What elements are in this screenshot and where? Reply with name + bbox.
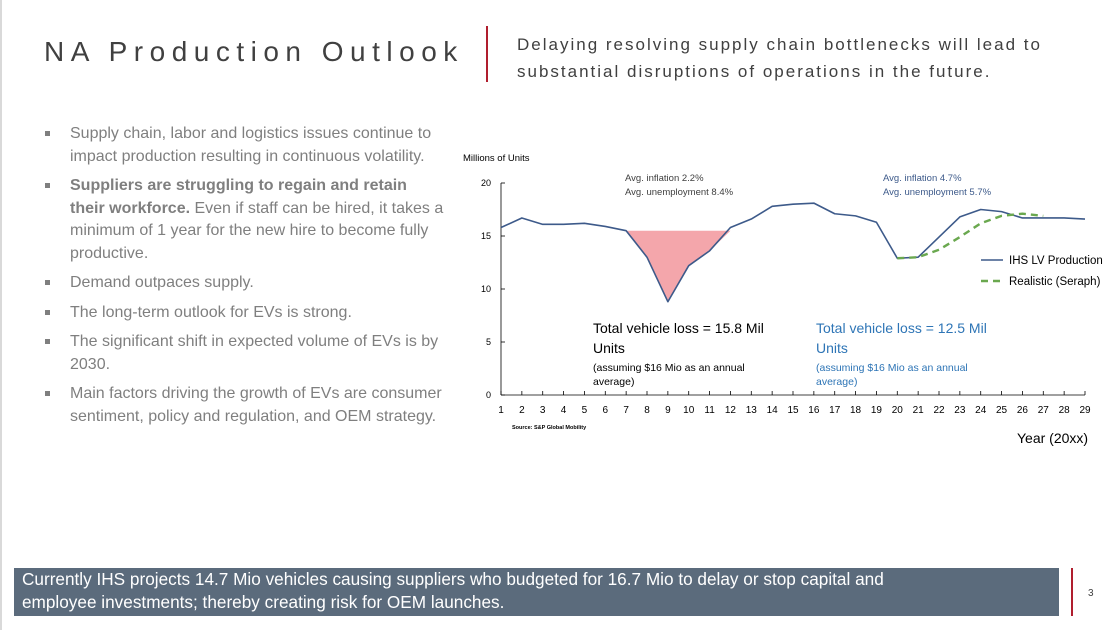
x-tick-label: 3 [540,405,546,416]
footer-line-1: Currently IHS projects 14.7 Mio vehicles… [22,569,884,589]
y-tick-label: 5 [486,337,491,347]
bullet-text: Demand outpaces supply. [70,274,254,291]
bullet-item: Suppliers are struggling to regain and r… [44,175,444,265]
x-tick-label: 27 [1038,405,1050,416]
bullet-square-icon [45,309,50,315]
bullet-text: Main factors driving the growth of EVs a… [70,385,442,425]
x-tick-label: 4 [561,405,567,416]
footer-line-2: employee investments; thereby creating r… [22,592,505,612]
bullet-item: The significant shift in expected volume… [44,331,444,376]
vehicle-loss-note: average) [816,376,857,388]
x-tick-label: 29 [1079,405,1091,416]
bullet-item: The long-term outlook for EVs is strong. [44,302,444,325]
bullet-square-icon [45,280,50,285]
y-tick-label: 20 [481,178,491,188]
bullet-item: Demand outpaces supply. [44,272,444,295]
bullet-square-icon [45,339,50,344]
x-tick-label: 21 [913,405,925,416]
x-tick-label: 28 [1059,405,1071,416]
x-tick-label: 2 [519,405,525,416]
x-tick-label: 24 [975,405,987,416]
ihs-production-line [500,202,1086,303]
x-tick-label: 20 [892,405,904,416]
x-tick-label: 23 [954,405,966,416]
bullet-item: Main factors driving the growth of EVs a… [44,383,444,428]
x-tick-label: 1 [498,405,504,416]
legend-label: Realistic (Seraph) [1009,276,1101,288]
bullet-square-icon [45,391,50,396]
x-tick-label: 9 [665,405,671,416]
x-tick-label: 5 [582,405,588,416]
x-tick-label: 16 [808,405,820,416]
bullet-text: Supply chain, labor and logistics issues… [70,125,432,165]
footer-callout: Currently IHS projects 14.7 Mio vehicles… [14,568,1059,616]
legend-label: IHS LV Production [1009,255,1103,267]
realistic-seraph-line [897,212,1044,260]
bullet-text: The long-term outlook for EVs is strong. [70,303,352,321]
bullet-bold-text: Suppliers are struggling to regain and r… [70,177,407,217]
vehicle-loss-annotation: Total vehicle loss = 12.5 Mil [816,320,987,336]
bullet-text: Even if staff can be hired, it takes a m… [70,199,444,262]
x-tick-label: 15 [787,405,799,416]
x-tick-label: 11 [704,405,715,416]
x-tick-label: 17 [829,405,841,416]
vehicle-loss-area [626,230,731,302]
inflation-annotation: Avg. unemployment 8.4% [625,187,734,198]
title-divider [486,26,488,82]
inflation-annotation: Avg. inflation 4.7% [883,173,962,184]
vehicle-loss-annotation: Units [816,340,848,356]
x-tick-label: 14 [767,405,779,416]
bullet-square-icon [45,183,50,188]
footer-divider [1071,568,1073,616]
x-tick-label: 13 [746,405,758,416]
vehicle-loss-note: (assuming $16 Mio as an annual [593,362,745,374]
slide-left-edge [0,0,2,630]
x-tick-label: 10 [683,405,695,416]
x-tick-label: 25 [996,405,1008,416]
vehicle-loss-annotation: Total vehicle loss = 15.8 Mil [593,320,764,336]
y-tick-label: 10 [481,284,491,294]
x-tick-label: 7 [623,405,629,416]
vehicle-loss-annotation: Units [593,340,625,356]
slide-subtitle: Delaying resolving supply chain bottlene… [517,35,1042,81]
chart-source: Source: S&P Global Mobility [512,425,587,431]
x-tick-label: 6 [603,405,609,416]
x-axis-label: Year (20xx) [1017,430,1088,446]
x-tick-label: 12 [725,405,737,416]
bullet-list: Supply chain, labor and logistics issues… [44,123,444,435]
inflation-annotation: Avg. inflation 2.2% [625,173,704,184]
bullet-item: Supply chain, labor and logistics issues… [44,123,444,168]
y-axis-label: Millions of Units [463,153,530,164]
y-tick-label: 15 [481,231,491,241]
x-tick-label: 26 [1017,405,1029,416]
y-tick-label: 0 [486,390,491,400]
x-tick-label: 19 [871,405,883,416]
bullet-text: The significant shift in expected volume… [70,333,439,373]
bullet-square-icon [45,131,50,136]
vehicle-loss-note: average) [593,376,634,388]
x-tick-label: 18 [850,405,862,416]
x-tick-label: 22 [933,405,945,416]
inflation-annotation: Avg. unemployment 5.7% [883,187,992,198]
page-number: 3 [1088,588,1094,599]
slide-title: NA Production Outlook [44,36,464,67]
vehicle-loss-note: (assuming $16 Mio as an annual [816,362,968,374]
x-tick-label: 8 [644,405,650,416]
